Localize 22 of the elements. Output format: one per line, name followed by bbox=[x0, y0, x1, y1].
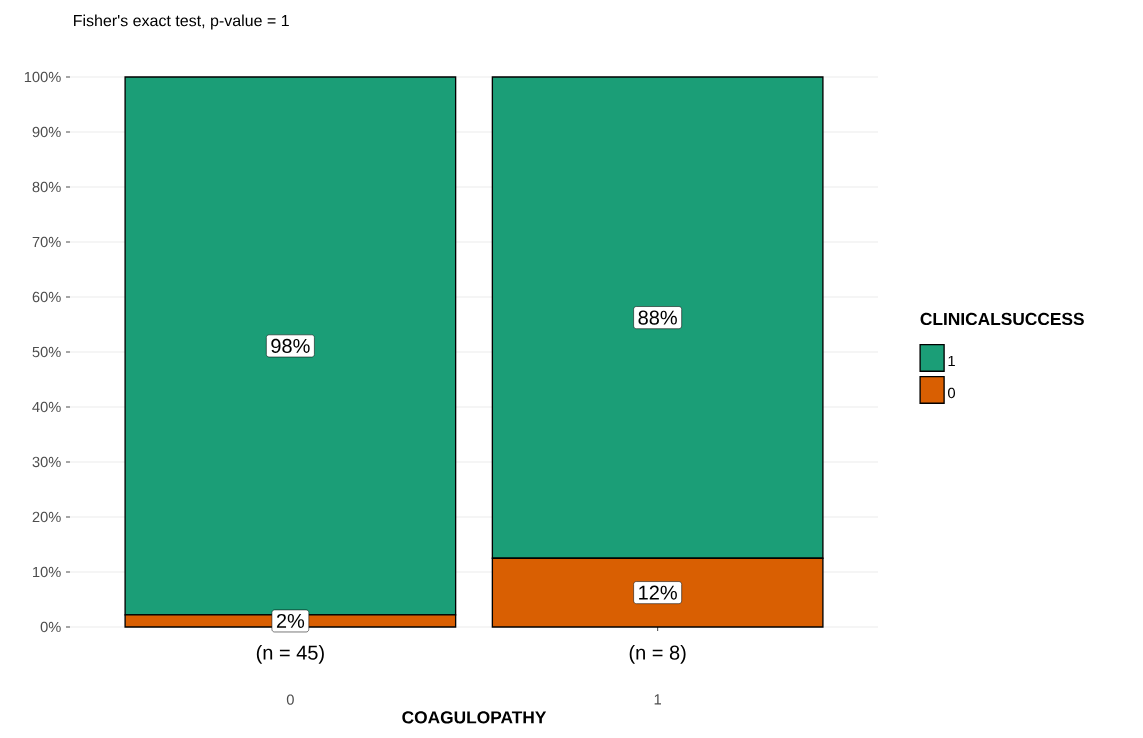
y-tick-label: 90% bbox=[32, 126, 61, 138]
legend-label: 1 bbox=[948, 355, 955, 366]
x-axis-title: COAGULOPATHY bbox=[402, 711, 547, 724]
y-tick-label: 60% bbox=[32, 291, 61, 303]
y-tick-label: 10% bbox=[33, 566, 61, 578]
data-label: 12% bbox=[639, 585, 677, 600]
text: (n = 8) bbox=[629, 645, 686, 664]
y-tick-label: 70% bbox=[32, 236, 61, 248]
y-tick-label: 40% bbox=[32, 401, 61, 413]
y-tick-label: 100% bbox=[24, 71, 61, 83]
legend-label: 0 bbox=[948, 387, 956, 399]
data-label: 2% bbox=[276, 613, 305, 628]
y-tick-label: 0% bbox=[40, 621, 61, 633]
chart-title: Fisher's exact test, p-value = 1 bbox=[74, 14, 289, 30]
y-tick-label: 80% bbox=[32, 181, 61, 193]
text: (n = 45) bbox=[256, 645, 324, 664]
data-label: 98% bbox=[271, 338, 310, 354]
legend-title: CLINICALSUCCESS bbox=[920, 312, 1084, 326]
y-tick-label: 30% bbox=[32, 456, 61, 468]
data-label: 88% bbox=[638, 310, 677, 325]
y-tick-label: 50% bbox=[32, 346, 61, 358]
y-tick-label: 20% bbox=[32, 511, 61, 523]
